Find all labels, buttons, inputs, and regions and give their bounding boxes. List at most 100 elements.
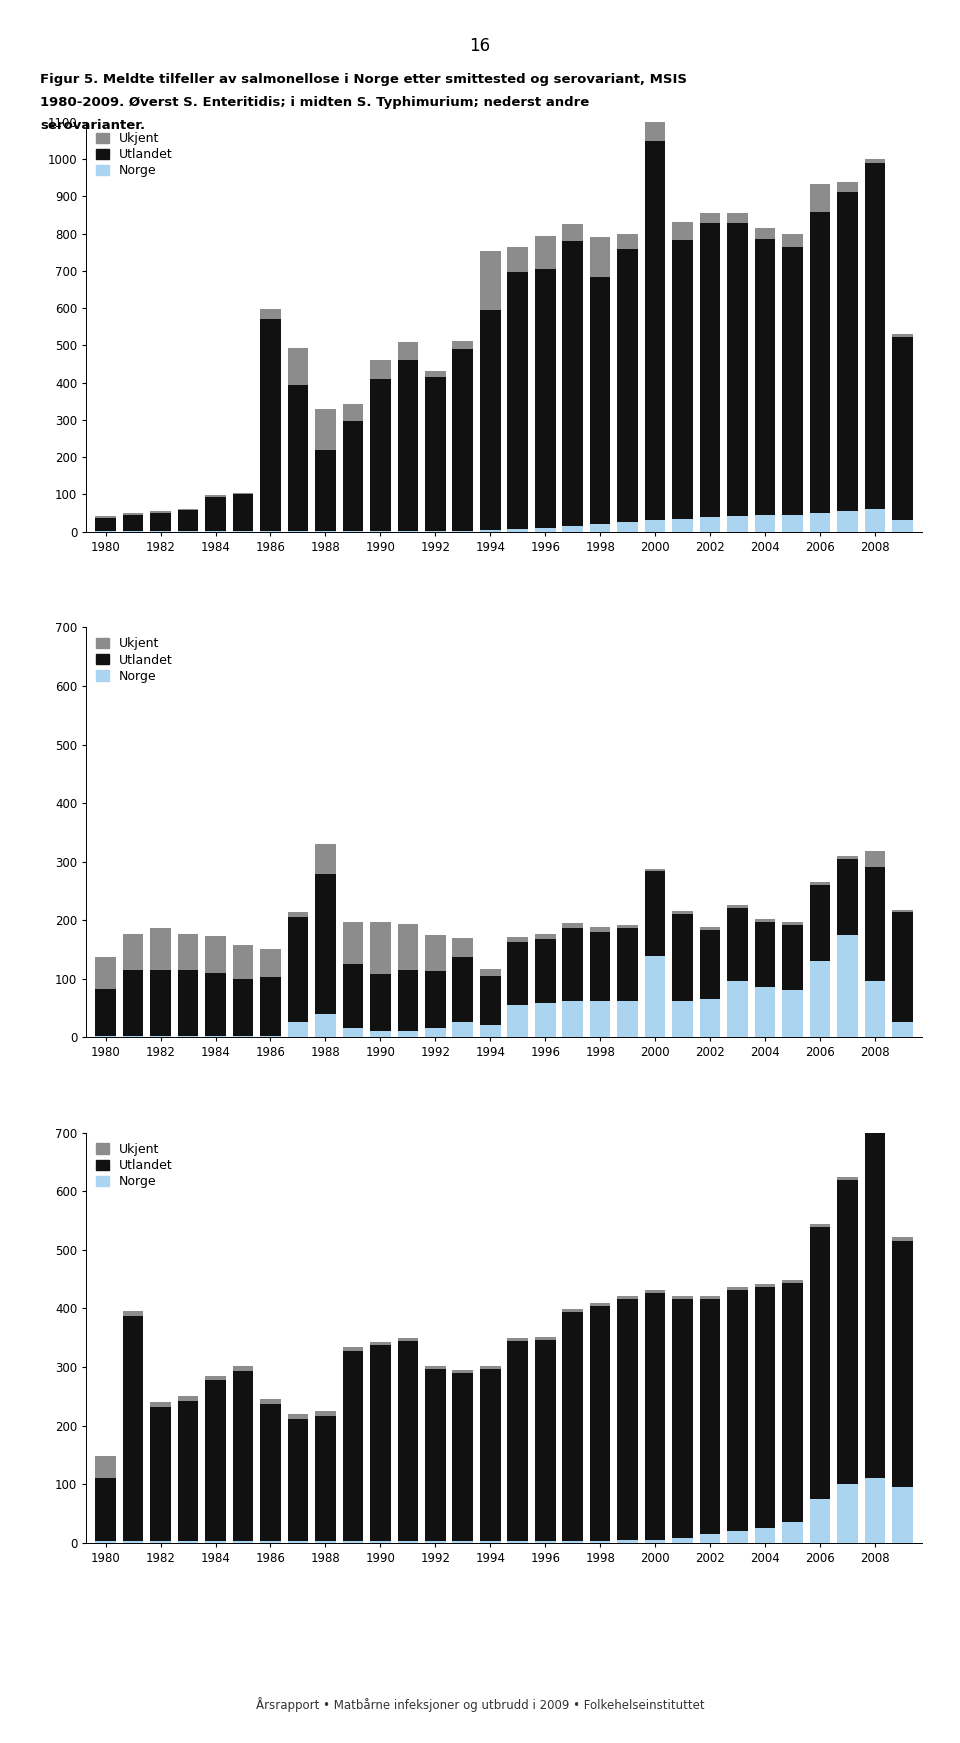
Bar — [232, 945, 253, 978]
Bar — [563, 241, 583, 526]
Bar — [260, 1400, 280, 1403]
Bar — [672, 519, 693, 532]
Bar — [728, 908, 748, 981]
Bar — [315, 1014, 336, 1037]
Bar — [892, 912, 913, 1023]
Bar — [837, 511, 857, 532]
Bar — [755, 987, 776, 1037]
Bar — [782, 922, 803, 926]
Bar — [865, 1100, 885, 1110]
Bar — [397, 1342, 419, 1541]
Bar — [700, 1534, 720, 1543]
Bar — [617, 1295, 638, 1299]
Bar — [397, 969, 419, 1032]
Bar — [260, 319, 280, 532]
Bar — [892, 1241, 913, 1487]
Bar — [95, 516, 116, 518]
Bar — [452, 342, 473, 349]
Bar — [315, 1410, 336, 1415]
Bar — [480, 976, 500, 1025]
Bar — [892, 1023, 913, 1037]
Bar — [617, 523, 638, 532]
Bar — [452, 1370, 473, 1373]
Bar — [508, 272, 528, 528]
Bar — [151, 929, 171, 971]
Bar — [508, 938, 528, 941]
Bar — [480, 530, 500, 532]
Bar — [370, 378, 391, 532]
Bar — [728, 981, 748, 1037]
Bar — [645, 141, 665, 521]
Bar — [260, 309, 280, 319]
Text: serovarianter.: serovarianter. — [40, 119, 146, 131]
Bar — [589, 1000, 611, 1037]
Bar — [343, 922, 363, 964]
Bar — [508, 1006, 528, 1037]
Bar — [260, 978, 280, 1035]
Bar — [205, 936, 226, 973]
Bar — [892, 336, 913, 521]
Bar — [809, 512, 830, 532]
Bar — [755, 228, 776, 239]
Bar — [123, 1316, 143, 1541]
Bar — [617, 234, 638, 249]
Bar — [315, 875, 336, 1014]
Bar — [370, 974, 391, 1032]
Bar — [178, 1401, 199, 1541]
Bar — [288, 1419, 308, 1541]
Bar — [563, 927, 583, 1000]
Bar — [397, 342, 419, 361]
Bar — [645, 1290, 665, 1293]
Bar — [728, 1286, 748, 1290]
Bar — [288, 917, 308, 1023]
Bar — [755, 239, 776, 514]
Bar — [865, 1478, 885, 1543]
Bar — [535, 939, 556, 1004]
Bar — [205, 1375, 226, 1380]
Bar — [589, 277, 611, 525]
Bar — [700, 927, 720, 931]
Bar — [151, 512, 171, 532]
Bar — [260, 1403, 280, 1541]
Bar — [865, 868, 885, 981]
Bar — [728, 1530, 748, 1543]
Bar — [288, 1023, 308, 1037]
Bar — [535, 1340, 556, 1541]
Bar — [370, 922, 391, 974]
Bar — [123, 514, 143, 516]
Bar — [892, 910, 913, 912]
Bar — [123, 516, 143, 532]
Bar — [452, 1023, 473, 1037]
Bar — [178, 509, 199, 511]
Bar — [452, 349, 473, 532]
Bar — [672, 1000, 693, 1037]
Bar — [837, 934, 857, 1037]
Bar — [425, 1028, 445, 1037]
Bar — [425, 371, 445, 378]
Bar — [672, 1297, 693, 1299]
Bar — [782, 248, 803, 514]
Bar — [892, 335, 913, 336]
Bar — [397, 924, 419, 969]
Bar — [563, 1309, 583, 1312]
Bar — [563, 526, 583, 532]
Bar — [535, 1337, 556, 1340]
Bar — [728, 223, 748, 516]
Bar — [809, 1499, 830, 1543]
Bar — [151, 971, 171, 1035]
Bar — [123, 1311, 143, 1316]
Bar — [95, 988, 116, 1035]
Bar — [480, 1368, 500, 1541]
Bar — [343, 404, 363, 422]
Bar — [205, 973, 226, 1035]
Bar — [617, 927, 638, 1000]
Bar — [288, 385, 308, 532]
Bar — [535, 528, 556, 532]
Bar — [589, 525, 611, 532]
Bar — [700, 213, 720, 223]
Bar — [480, 969, 500, 976]
Bar — [95, 1455, 116, 1478]
Bar — [837, 192, 857, 511]
Bar — [288, 349, 308, 385]
Bar — [232, 1367, 253, 1370]
